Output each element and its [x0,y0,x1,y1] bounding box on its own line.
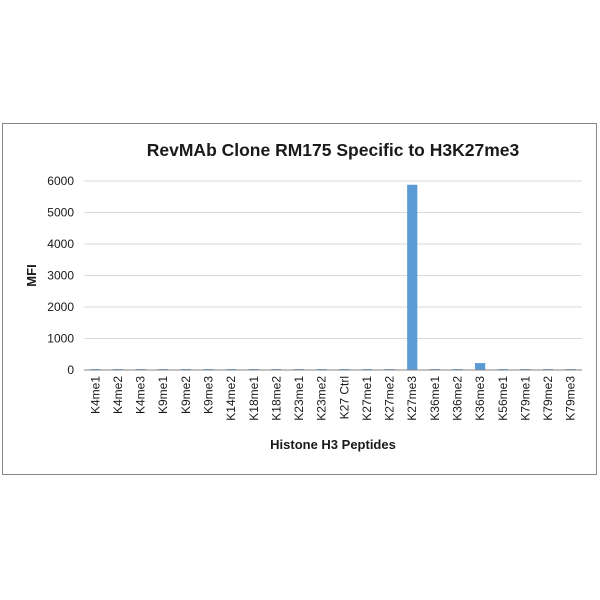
x-tick-label: K23me1 [292,376,306,421]
x-tick-label: K9me2 [179,376,193,414]
x-tick-label: K18me2 [269,376,283,421]
x-tick-label: K36me3 [473,376,487,421]
x-tick-label: K36me1 [428,376,442,421]
y-tick-label: 0 [67,363,74,377]
y-tick-label: 5000 [47,206,74,220]
x-tick-label: K9me1 [156,376,170,414]
x-tick-label: K9me3 [202,376,216,414]
x-tick-label: K4me3 [134,376,148,414]
x-tick-label: K36me2 [451,376,465,421]
chart-title: RevMAb Clone RM175 Specific to H3K27me3 [147,140,520,160]
y-axis-title: MFI [24,264,39,286]
x-tick-labels: K4me1 K4me2 K4me3 K9me1 K9me2 K9me3 K14me2 K18m… [88,376,577,421]
x-tick-label: K4me1 [88,376,102,414]
x-tick-label: K27 Ctrl [337,376,351,419]
chart-frame [2,123,597,475]
x-axis-title: Histone H3 Peptides [270,437,396,452]
x-tick-label: K27me2 [383,376,397,421]
bar-k36me3 [475,363,486,370]
x-tick-label: K14me2 [224,376,238,421]
x-tick-label: K56me1 [496,376,510,421]
x-tick-label: K27me1 [360,376,374,421]
y-tick-label: 6000 [47,174,74,188]
x-tick-label: K18me1 [247,376,261,421]
gridlines [84,180,582,339]
x-tick-label: K27me3 [405,376,419,421]
bar-k27me3 [407,184,418,370]
y-tick-label: 1000 [47,332,74,346]
x-tick-label: K23me2 [315,376,329,421]
y-tick-label: 3000 [47,269,74,283]
y-tick-label: 4000 [47,237,74,251]
x-tick-label: K79me3 [564,376,578,421]
y-tick-label: 2000 [47,300,74,314]
x-tick-label: K4me2 [111,376,125,414]
x-tick-label: K79me2 [541,376,555,421]
x-tick-label: K79me1 [518,376,532,421]
y-tick-labels: 0 1000 2000 3000 4000 5000 6000 [47,174,74,377]
